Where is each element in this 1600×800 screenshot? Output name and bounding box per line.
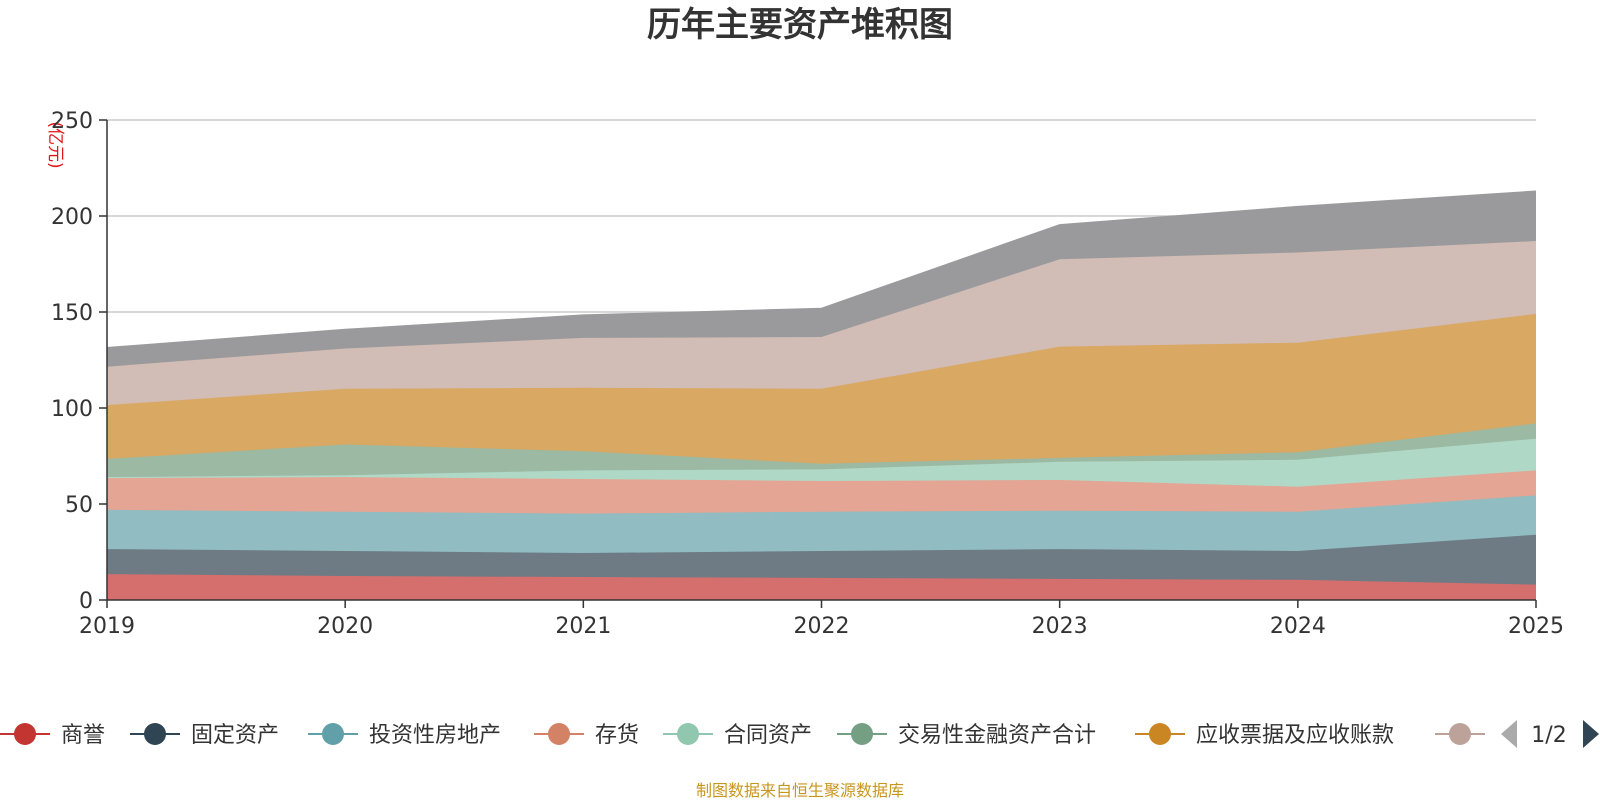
x-tick-label: 2023 [1032,614,1088,639]
legend-pager: 1/2 [1501,720,1599,748]
area-series-3[interactable] [107,470,1536,514]
legend-item-2[interactable]: 投资性房地产 [308,723,501,748]
legend-label: 商誉 [61,723,105,748]
area-series-2[interactable] [107,495,1536,553]
axes: 0 50 100 150 200 250 2019 2020 2021 2022 2023 2024 2… [51,109,1564,639]
legend-dot-icon [548,723,570,745]
area-series-7[interactable] [107,241,1536,406]
legend-dot-icon [1149,723,1171,745]
data-source-note: 制图数据来自恒生聚源数据库 [696,781,904,800]
legend-dot-icon [677,723,699,745]
chart-title: 历年主要资产堆积图 [647,5,953,45]
x-tick-label: 2019 [79,614,135,639]
legend-label: 应收票据及应收账款 [1196,723,1394,748]
legend-item-6[interactable]: 应收票据及应收账款 [1135,723,1394,748]
y-tick-label: 50 [65,493,93,518]
x-tick-label: 2025 [1508,614,1564,639]
y-tick-label: 250 [51,109,93,134]
y-tick-label: 0 [79,589,93,614]
y-tick-label: 150 [51,301,93,326]
legend-label: 固定资产 [191,723,279,748]
legend-item-7[interactable] [1435,723,1485,745]
legend-item-4[interactable]: 合同资产 [663,723,812,748]
legend-label: 合同资产 [724,723,812,748]
area-series-0[interactable] [107,574,1536,600]
area-series [106,190,1537,600]
legend-prev-page-icon[interactable] [1501,720,1517,748]
legend-dot-icon [851,723,873,745]
legend-label: 交易性金融资产合计 [898,723,1096,748]
y-tick-label: 200 [51,205,93,230]
legend-item-1[interactable]: 固定资产 [130,723,279,748]
area-series-1[interactable] [107,534,1536,585]
area-series-5[interactable] [107,423,1536,478]
x-tick-label: 2024 [1270,614,1326,639]
legend-item-0[interactable]: 商誉 [0,723,105,748]
y-axis-unit: (亿元) [45,121,65,168]
legend-next-page-icon[interactable] [1583,720,1599,748]
legend-item-5[interactable]: 交易性金融资产合计 [837,723,1096,748]
legend-dot-icon [144,723,166,745]
legend-item-3[interactable]: 存货 [534,723,639,748]
legend-dot-icon [1449,723,1471,745]
x-tick-label: 2021 [555,614,611,639]
legend-label: 存货 [595,723,639,748]
legend-page-indicator: 1/2 [1531,723,1566,748]
legend-dot-icon [14,723,36,745]
y-tick-label: 100 [51,397,93,422]
legend[interactable]: 商誉 固定资产 投资性房地产 存货 合同资产 交易性金融资产合计 应收票据及应收账款 [0,723,1485,748]
area-series-8[interactable] [107,191,1536,367]
x-tick-label: 2020 [317,614,373,639]
legend-dot-icon [322,723,344,745]
area-series-8-edge [106,190,1537,348]
area-series-4[interactable] [107,438,1536,487]
legend-label: 投资性房地产 [369,723,501,748]
x-tick-label: 2022 [794,614,850,639]
